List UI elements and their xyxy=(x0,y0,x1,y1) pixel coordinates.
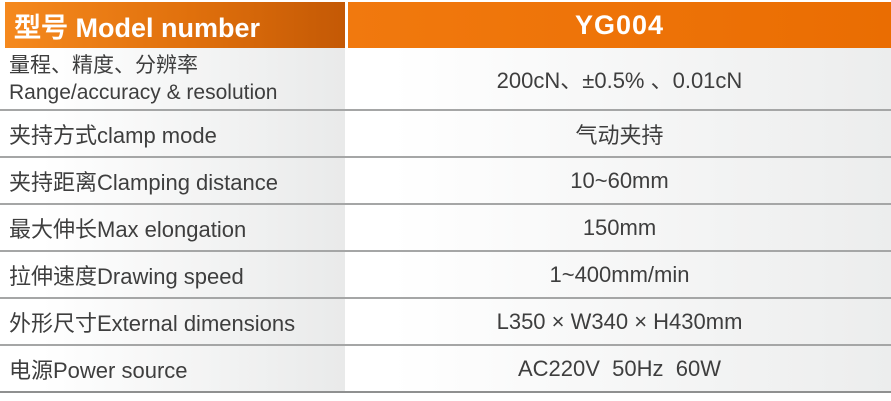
spec-row-external-dimensions: 外形尺寸External dimensions L350 × W340 × H4… xyxy=(0,299,891,346)
spec-label-cell: 电源Power source xyxy=(0,346,345,391)
spec-row-clamping-distance: 夹持距离Clamping distance 10~60mm xyxy=(0,158,891,205)
spec-value-cell: 150mm xyxy=(348,205,891,250)
spec-row-range: 量程、精度、分辨率 Range/accuracy & resolution 20… xyxy=(0,48,891,111)
spec-value-drawing-speed: 1~400mm/min xyxy=(549,261,690,287)
spec-value-clamping-distance: 10~60mm xyxy=(570,167,669,193)
spec-label-range-cn: 量程、精度、分辨率 xyxy=(9,53,198,77)
spec-label-range-en: Range/accuracy & resolution xyxy=(9,80,278,104)
spec-label-cell: 夹持方式clamp mode xyxy=(0,111,345,156)
spec-value-clamp-mode: 气动夹持 xyxy=(575,122,664,148)
spec-value-cell: 10~60mm xyxy=(348,158,891,203)
model-number-header-cell: 型号 Model number xyxy=(5,2,345,48)
spec-row-drawing-speed: 拉伸速度Drawing speed 1~400mm/min xyxy=(0,252,891,299)
spec-row-clamp-mode: 夹持方式clamp mode 气动夹持 xyxy=(0,111,891,158)
spec-label-cell: 拉伸速度Drawing speed xyxy=(0,252,345,297)
spec-value-max-elongation: 150mm xyxy=(582,214,657,240)
spec-label-cell: 外形尺寸External dimensions xyxy=(0,299,345,344)
spec-label-power-source: 电源Power source xyxy=(9,357,188,383)
spec-value-cell: 气动夹持 xyxy=(348,111,891,156)
model-value-label: YG004 xyxy=(574,9,665,40)
spec-label-cell: 量程、精度、分辨率 Range/accuracy & resolution xyxy=(0,48,345,109)
spec-label-max-elongation: 最大伸长Max elongation xyxy=(9,216,247,242)
spec-value-cell: L350 × W340 × H430mm xyxy=(348,299,891,344)
spec-label-drawing-speed: 拉伸速度Drawing speed xyxy=(9,263,244,289)
spec-label-cell: 最大伸长Max elongation xyxy=(0,205,345,250)
spec-label-cell: 夹持距离Clamping distance xyxy=(0,158,345,203)
spec-label-range: 量程、精度、分辨率 Range/accuracy & resolution xyxy=(9,52,277,106)
spec-value-cell: 200cN、±0.5% 、0.01cN xyxy=(348,48,891,109)
spec-value-power-source: AC220V 50Hz 60W xyxy=(518,355,721,381)
spec-label-clamp-mode: 夹持方式clamp mode xyxy=(9,122,217,148)
model-number-header-label: 型号 Model number xyxy=(14,12,261,43)
table-header-row: 型号 Model number YG004 xyxy=(0,2,891,48)
model-value-header-cell: YG004 xyxy=(348,2,891,48)
spec-value-range: 200cN、±0.5% 、0.01cN xyxy=(496,67,743,93)
spec-value-cell: AC220V 50Hz 60W xyxy=(348,346,891,391)
spec-value-cell: 1~400mm/min xyxy=(348,252,891,297)
spec-label-clamping-distance: 夹持距离Clamping distance xyxy=(9,169,278,195)
spec-row-power-source: 电源Power source AC220V 50Hz 60W xyxy=(0,346,891,393)
spec-label-external-dimensions: 外形尺寸External dimensions xyxy=(9,310,296,336)
spec-row-max-elongation: 最大伸长Max elongation 150mm xyxy=(0,205,891,252)
spec-value-external-dimensions: L350 × W340 × H430mm xyxy=(496,308,743,334)
